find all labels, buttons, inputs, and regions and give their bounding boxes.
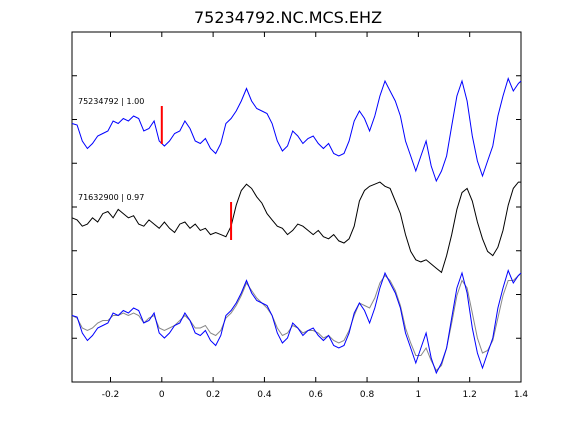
trace-line xyxy=(71,76,522,183)
x-tick-label: 1.2 xyxy=(463,390,477,400)
plot-frame xyxy=(71,31,522,383)
axis-ticks xyxy=(72,32,522,382)
trace-label: 71632900 | 0.97 xyxy=(78,193,144,202)
trace-label: 75234792 | 1.00 xyxy=(78,97,144,106)
x-tick-label: 1.4 xyxy=(514,390,529,400)
x-tick-label: 0 xyxy=(159,390,165,400)
x-tick-labels: -0.2 0 0.2 0.4 0.6 0.8 1 1.2 1.4 xyxy=(102,390,529,400)
x-tick-label: 0.6 xyxy=(309,390,324,400)
overlay-trace-line xyxy=(71,273,522,372)
x-tick-label: 0.2 xyxy=(206,390,220,400)
x-tick-label: -0.2 xyxy=(102,390,120,400)
overlay-trace-line xyxy=(71,268,522,375)
chart-title: 75234792.NC.MCS.EHZ xyxy=(194,8,382,27)
x-tick-label: 0.8 xyxy=(360,390,375,400)
x-tick-label: 0.4 xyxy=(257,390,272,400)
trace-line xyxy=(71,181,521,274)
trace-group: 75234792 | 1.00 71632900 | 0.97 xyxy=(71,76,522,375)
x-tick-label: 1 xyxy=(416,390,422,400)
